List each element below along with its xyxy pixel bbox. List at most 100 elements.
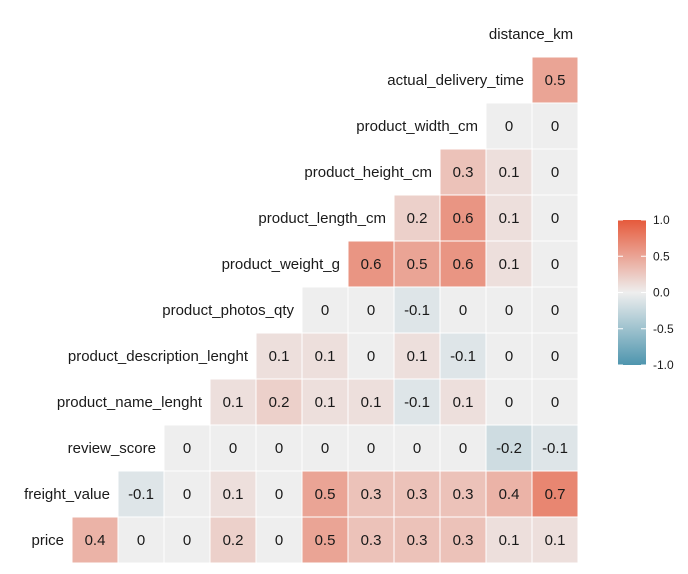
heatmap-cell [485, 286, 533, 334]
row-label: actual_delivery_time [387, 72, 524, 89]
heatmap-cell [439, 286, 487, 334]
cell-value-label: 0 [321, 302, 329, 319]
cell-value-label: 0.1 [453, 394, 474, 411]
cell-value-label: 0.5 [407, 256, 428, 273]
heatmap-cell [163, 470, 211, 518]
cell-value-label: -0.2 [496, 440, 522, 457]
row-label: product_weight_g [222, 256, 340, 273]
row-labels: price freight_value review_score product_na… [24, 26, 573, 549]
heatmap-cell [301, 516, 349, 564]
cell-value-label: 0 [459, 302, 467, 319]
cell-value-label: 0.1 [499, 532, 520, 549]
heatmap-cell [531, 332, 579, 380]
heatmap-cell [393, 332, 441, 380]
heatmap-cell [393, 470, 441, 518]
cell-value-label: 0.1 [499, 256, 520, 273]
cell-value-label: 0.3 [407, 532, 428, 549]
cell-value-label: 0 [367, 440, 375, 457]
cell-value-label: 0.7 [545, 486, 566, 503]
cell-value-label: 0.3 [361, 532, 382, 549]
heatmap-cell [347, 286, 395, 334]
cell-value-label: 0.1 [223, 394, 244, 411]
heatmap-cell [439, 424, 487, 472]
cell-value-label: 0 [505, 302, 513, 319]
cell-value-label: 0.1 [545, 532, 566, 549]
heatmap-cell [531, 194, 579, 242]
heatmap-cell [393, 286, 441, 334]
cell-value-label: 0 [183, 440, 191, 457]
heatmap-cell [531, 148, 579, 196]
cell-value-label: 0 [505, 394, 513, 411]
row-label: product_width_cm [356, 118, 478, 135]
row-label: product_description_lenght [68, 348, 249, 365]
cell-value-label: 0.6 [453, 256, 474, 273]
heatmap-cell [301, 424, 349, 472]
cell-value-label: 0.3 [407, 486, 428, 503]
heatmap-cell [439, 516, 487, 564]
row-label: product_length_cm [258, 210, 386, 227]
cell-value-label: 0 [413, 440, 421, 457]
legend-tick-label: 1.0 [653, 213, 670, 227]
heatmap-cell [485, 424, 533, 472]
cell-value-label: 0.1 [499, 210, 520, 227]
heatmap-cell [531, 470, 579, 518]
cell-value-label: 0.1 [315, 348, 336, 365]
heatmap-cell [485, 194, 533, 242]
cell-value-label: 0.1 [499, 164, 520, 181]
row-label: product_height_cm [304, 164, 432, 181]
heatmap-cell [439, 240, 487, 288]
cell-value-label: -0.1 [450, 348, 476, 365]
heatmap-cell [531, 378, 579, 426]
cell-value-label: 0 [505, 118, 513, 135]
heatmap-cell [347, 332, 395, 380]
cell-value-label: 0.1 [361, 394, 382, 411]
cell-value-label: 0.3 [453, 532, 474, 549]
cell-value-label: 0 [321, 440, 329, 457]
cell-value-label: 0 [275, 440, 283, 457]
cell-value-label: 0 [229, 440, 237, 457]
heatmap-cell [393, 194, 441, 242]
legend-tick-label: -1.0 [653, 358, 674, 372]
cell-value-label: 0.1 [315, 394, 336, 411]
cell-value-label: 0.3 [453, 486, 474, 503]
row-label: product_photos_qty [162, 302, 294, 319]
heatmap-cell [439, 378, 487, 426]
heatmap-cell [439, 148, 487, 196]
heatmap-cell [347, 378, 395, 426]
row-label: distance_km [489, 26, 573, 43]
heatmap-cell [531, 516, 579, 564]
cell-value-label: 0 [551, 210, 559, 227]
cell-value-label: 0 [275, 486, 283, 503]
cell-value-label: 0 [551, 118, 559, 135]
heatmap-cell [393, 240, 441, 288]
heatmap-cell [163, 424, 211, 472]
cell-value-label: -0.1 [128, 486, 154, 503]
cell-value-label: 0.3 [361, 486, 382, 503]
heatmap-cell [439, 470, 487, 518]
legend-tick-label: -0.5 [653, 322, 674, 336]
heatmap-cell [531, 102, 579, 150]
cell-value-label: 0.5 [315, 486, 336, 503]
cell-value-label: 0.4 [85, 532, 106, 549]
heatmap-cell [531, 424, 579, 472]
row-label: freight_value [24, 486, 110, 503]
row-label: review_score [68, 440, 156, 457]
cell-value-label: 0.1 [407, 348, 428, 365]
heatmap-cell [393, 516, 441, 564]
cell-value-label: 0.1 [269, 348, 290, 365]
heatmap-cell [531, 56, 579, 104]
row-label: product_name_lenght [57, 394, 203, 411]
heatmap-cell [117, 470, 165, 518]
heatmap-cell [301, 286, 349, 334]
cell-value-label: 0.5 [545, 72, 566, 89]
cell-value-label: 0.5 [315, 532, 336, 549]
cell-value-label: -0.1 [542, 440, 568, 457]
cell-value-label: -0.1 [404, 302, 430, 319]
heatmap-cell [485, 240, 533, 288]
legend-tick-label: 0.5 [653, 249, 670, 263]
cell-value-label: 0 [551, 302, 559, 319]
heatmap-cell [255, 332, 303, 380]
cell-value-label: 0.6 [361, 256, 382, 273]
